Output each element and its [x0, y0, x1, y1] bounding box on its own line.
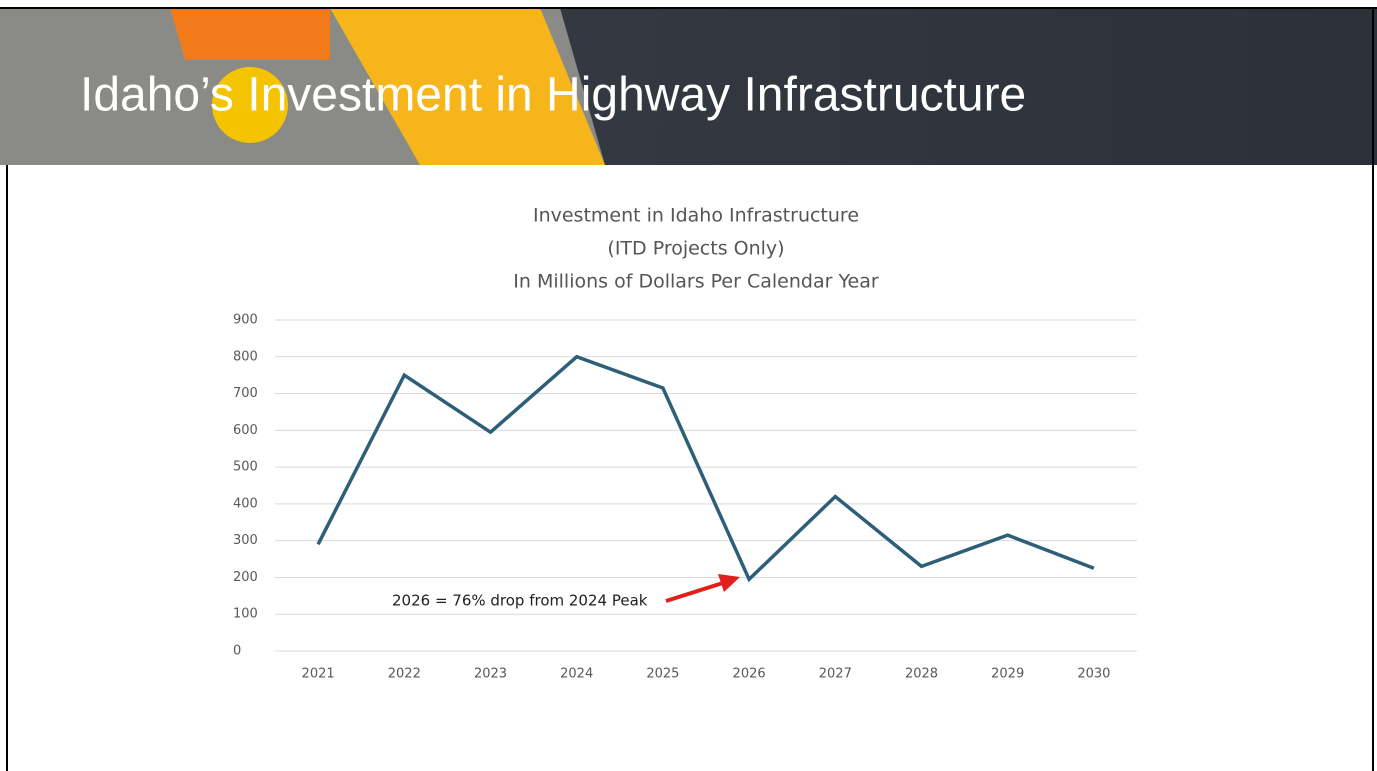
annotation: 2026 = 76% drop from 2024 Peak	[392, 592, 648, 610]
slide: Idaho’s Investment in Highway Infrastruc…	[0, 0, 1377, 771]
y-tick-label: 400	[233, 496, 258, 511]
x-tick-label: 2029	[991, 667, 1024, 682]
y-tick-label: 500	[233, 460, 258, 475]
y-tick-label: 0	[233, 644, 241, 659]
x-tick-label: 2022	[388, 667, 421, 682]
x-tick-label: 2030	[1077, 667, 1110, 682]
y-tick-label: 900	[233, 313, 258, 328]
x-tick-label: 2021	[302, 667, 335, 682]
x-tick-label: 2027	[819, 667, 852, 682]
slide-title: Idaho’s Investment in Highway Infrastruc…	[80, 69, 1026, 122]
y-tick-label: 600	[233, 423, 258, 438]
y-tick-label: 300	[233, 533, 258, 548]
y-tick-label: 800	[233, 349, 258, 364]
y-tick-label: 200	[233, 570, 258, 585]
x-tick-label: 2026	[733, 667, 766, 682]
page: Idaho’s Investment in Highway Infrastruc…	[0, 0, 1377, 771]
x-tick-label: 2024	[560, 667, 593, 682]
x-tick-label: 2028	[905, 667, 938, 682]
chart-title: (ITD Projects Only)	[607, 238, 784, 260]
y-tick-label: 700	[233, 386, 258, 401]
chart-title: In Millions of Dollars Per Calendar Year	[513, 271, 879, 293]
x-tick-label: 2023	[474, 667, 507, 682]
y-tick-label: 100	[233, 607, 258, 622]
chart-title: Investment in Idaho Infrastructure	[533, 205, 859, 227]
worker-vest	[170, 8, 330, 60]
x-tick-label: 2025	[646, 667, 679, 682]
